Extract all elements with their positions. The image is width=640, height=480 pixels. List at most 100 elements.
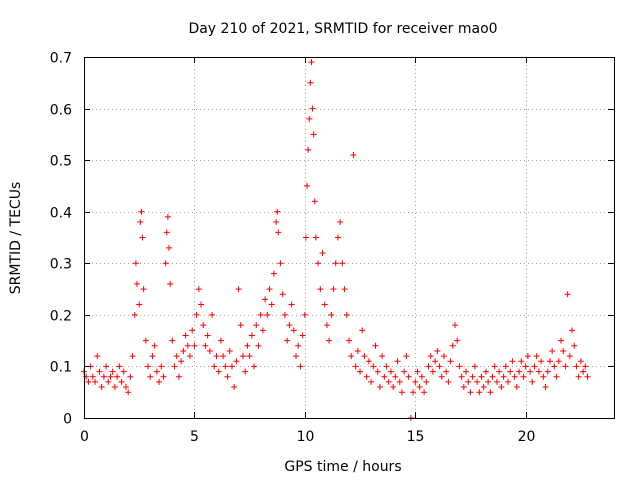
data-point (237, 322, 244, 329)
data-point (299, 332, 306, 339)
data-point (274, 208, 281, 215)
data-point (307, 79, 314, 86)
data-point (370, 363, 377, 370)
data-point (533, 353, 540, 360)
data-point (273, 219, 280, 226)
data-point (240, 353, 246, 360)
data-point (491, 363, 498, 370)
data-point (359, 327, 366, 334)
data-point (485, 378, 492, 385)
data-point (480, 384, 487, 391)
data-point (529, 378, 536, 385)
data-point (518, 358, 525, 365)
data-point (524, 353, 531, 360)
data-point (544, 368, 551, 375)
data-point (425, 363, 432, 370)
data-point (343, 311, 350, 318)
data-point (118, 378, 125, 385)
data-point (248, 332, 255, 339)
data-point (103, 363, 110, 370)
data-point (498, 384, 505, 391)
data-point (312, 234, 319, 241)
data-point (332, 260, 339, 267)
data-point (560, 347, 567, 354)
data-point (403, 353, 410, 360)
data-point (460, 384, 467, 391)
data-point (222, 363, 229, 370)
data-point (511, 373, 518, 380)
x-axis-label: GPS time / hours (284, 459, 401, 475)
y-tick-label: 0.2 (50, 309, 72, 325)
data-point (209, 311, 216, 318)
data-point (434, 347, 441, 354)
data-point (496, 368, 503, 375)
data-point (418, 373, 425, 380)
x-tick-labels: 0 5 10 15 20 (80, 429, 535, 445)
data-point (109, 368, 116, 375)
data-point (478, 373, 485, 380)
data-point (191, 342, 198, 349)
data-point (204, 332, 211, 339)
data-point (215, 368, 222, 375)
data-point (173, 353, 180, 360)
data-point (436, 363, 443, 370)
data-point (166, 244, 173, 251)
data-point (231, 384, 238, 391)
data-point (127, 373, 134, 380)
data-point (235, 286, 242, 293)
x-tick-label: 0 (80, 429, 89, 445)
data-point (569, 327, 576, 334)
data-point (482, 368, 489, 375)
data-point (171, 363, 178, 370)
data-point (507, 368, 514, 375)
data-point (500, 373, 507, 380)
data-point (584, 373, 591, 380)
data-point (546, 358, 553, 365)
data-point (505, 378, 511, 385)
data-point (575, 373, 582, 380)
data-point (184, 342, 191, 349)
data-point (542, 384, 549, 391)
data-point (228, 363, 235, 370)
data-point (553, 373, 560, 380)
data-point (202, 342, 209, 349)
data-point (136, 301, 143, 308)
data-point (350, 151, 357, 158)
data-point (535, 368, 542, 375)
data-point (286, 322, 293, 329)
data-point (427, 353, 434, 360)
data-point (392, 373, 399, 380)
data-point (293, 353, 299, 360)
data-point (187, 353, 193, 360)
data-point (463, 368, 470, 375)
data-point (410, 389, 417, 396)
data-point (156, 378, 163, 385)
data-point (513, 384, 520, 391)
x-tick-label: 20 (518, 429, 536, 445)
data-point (522, 363, 529, 370)
data-point (266, 286, 273, 293)
data-point (341, 286, 348, 293)
data-point (321, 301, 328, 308)
data-point (94, 353, 101, 360)
data-point (178, 358, 185, 365)
data-point (385, 378, 392, 385)
data-point (145, 363, 152, 370)
data-point (357, 368, 364, 375)
data-point (509, 358, 516, 365)
data-point (182, 332, 189, 339)
data-point (361, 353, 368, 360)
data-point (275, 229, 282, 236)
data-point (531, 363, 538, 370)
chart-title: Day 210 of 2021, SRMTID for receiver mao… (188, 21, 497, 37)
data-point (189, 327, 196, 334)
data-point (281, 311, 288, 318)
data-point (337, 219, 344, 226)
data-point (149, 353, 156, 360)
data-point (476, 389, 483, 396)
y-tick-label: 0.6 (50, 103, 72, 119)
data-point (169, 337, 176, 344)
data-points (81, 59, 591, 421)
data-point (279, 291, 286, 298)
data-point (487, 389, 494, 396)
